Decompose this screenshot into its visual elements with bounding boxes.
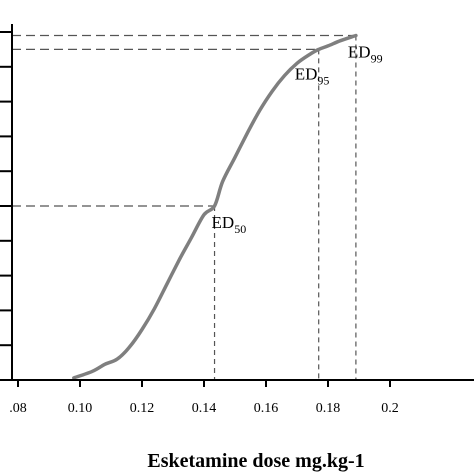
x-axis-ticks: .08 0.10 0.12 0.14 0.16 0.18 0.2 [9, 380, 399, 416]
ed-label: ED50 [212, 213, 247, 236]
ed-label: ED99 [348, 42, 383, 65]
dose-response-curve [72, 33, 358, 380]
x-tick-label: 0.12 [130, 401, 155, 416]
reference-lines [12, 34, 357, 380]
ed-label: ED95 [295, 64, 330, 87]
x-tick-label: 0.16 [254, 401, 279, 416]
y-axis-ticks [0, 31, 12, 381]
x-tick-label: 0.18 [316, 401, 341, 416]
x-tick-label: 0.2 [381, 401, 399, 416]
x-tick-label: 0.10 [68, 401, 93, 416]
x-axis-title: Esketamine dose mg.kg-1 [147, 450, 364, 472]
ed-annotations: ED50 ED95 ED99 [212, 42, 383, 236]
x-tick-label: .08 [9, 401, 27, 416]
x-tick-label: 0.14 [192, 401, 217, 416]
